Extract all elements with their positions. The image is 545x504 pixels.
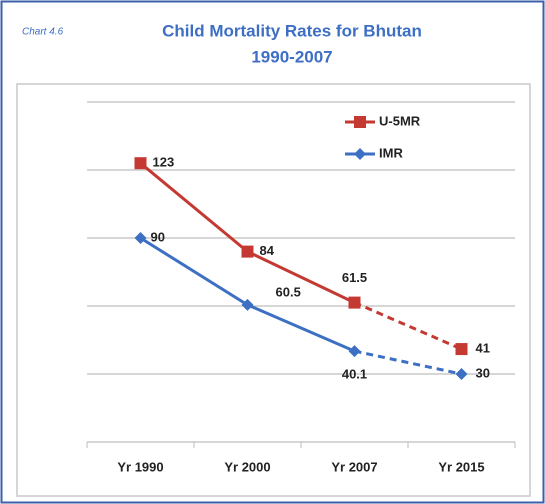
chart-title: Child Mortality Rates for Bhutan xyxy=(162,21,422,40)
chart-subtitle: 1990-2007 xyxy=(251,47,332,66)
line-segment xyxy=(139,162,249,253)
marker xyxy=(455,343,468,356)
marker xyxy=(134,157,147,170)
line-segment xyxy=(353,301,463,351)
marker xyxy=(354,116,366,128)
x-tick-label: Yr 1990 xyxy=(117,459,163,474)
data-label: 30 xyxy=(476,365,490,380)
data-label: 60.5 xyxy=(276,284,301,299)
marker xyxy=(348,345,361,358)
data-label: 84 xyxy=(260,243,275,258)
marker xyxy=(348,296,361,309)
plot-frame xyxy=(16,83,531,497)
line-segment xyxy=(354,349,462,376)
data-label: 61.5 xyxy=(342,270,367,285)
marker xyxy=(134,232,147,244)
line-segment xyxy=(246,303,356,353)
x-tick-label: Yr 2015 xyxy=(438,459,484,474)
marker xyxy=(354,148,366,160)
data-label: 123 xyxy=(153,155,175,170)
marker xyxy=(455,368,468,380)
marker xyxy=(241,298,254,311)
line-segment xyxy=(139,236,249,307)
data-label: 40.1 xyxy=(342,367,367,382)
line-segment xyxy=(246,250,356,304)
marker xyxy=(241,245,254,258)
x-tick-label: Yr 2007 xyxy=(331,459,377,474)
data-label: 41 xyxy=(476,341,490,356)
data-label: 90 xyxy=(151,229,165,244)
legend-label: U-5MR xyxy=(379,113,421,128)
legend-label: IMR xyxy=(379,145,403,160)
chart-label: Chart 4.6 xyxy=(22,27,64,38)
x-tick-label: Yr 2000 xyxy=(224,459,270,474)
